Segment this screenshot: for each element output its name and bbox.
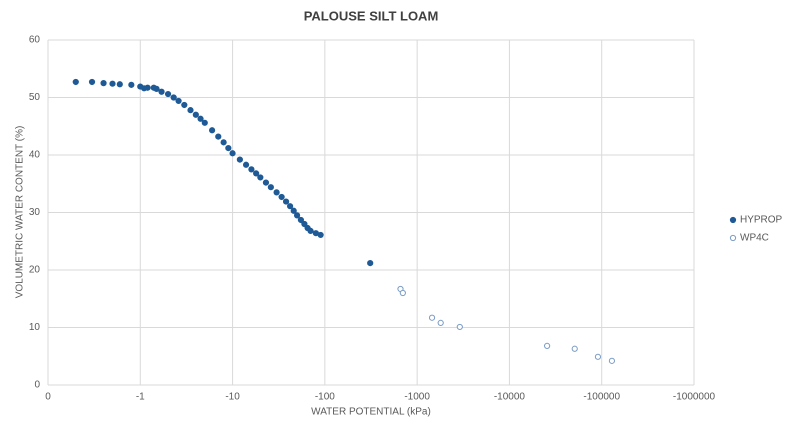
data-point [197, 115, 204, 122]
legend-marker [729, 234, 737, 242]
data-point [170, 94, 177, 101]
data-point [128, 81, 135, 88]
data-point [594, 353, 602, 360]
legend-label: WP4C [740, 233, 769, 244]
data-point [297, 216, 304, 224]
data-point [307, 227, 314, 234]
x-tick-label: -1000 [404, 392, 430, 403]
chart-title: PALOUSE SILT LOAM [304, 8, 439, 23]
x-tick-label: -10 [225, 392, 240, 403]
y-axis-title: VOLUMETRIC WATER CONTENT (%) [15, 126, 26, 299]
data-point [544, 342, 551, 349]
data-point [229, 150, 236, 157]
y-tick-label: 50 [29, 92, 41, 103]
data-point [293, 212, 301, 219]
data-point [181, 101, 188, 109]
data-point [301, 220, 308, 228]
data-point [273, 189, 280, 196]
data-point [158, 88, 165, 95]
data-point [278, 193, 285, 201]
data-point [109, 80, 116, 87]
y-tick-label: 20 [29, 265, 41, 276]
data-point [164, 90, 172, 98]
data-point [116, 81, 123, 88]
data-point [437, 319, 444, 326]
data-point [208, 127, 216, 134]
data-point [253, 170, 260, 177]
x-tick-label: 0 [45, 392, 51, 403]
x-tick-label: -100000 [583, 392, 620, 403]
legend-label: HYPROP [740, 215, 783, 226]
data-point [428, 314, 436, 321]
y-tick-label: 40 [29, 150, 41, 161]
x-tick-label: -100 [315, 392, 335, 403]
data-point [187, 107, 194, 114]
y-tick-label: 0 [34, 380, 40, 391]
data-point [215, 133, 222, 140]
data-point [608, 357, 616, 364]
data-point [153, 85, 160, 92]
data-point [267, 184, 274, 191]
data-point [317, 231, 324, 239]
data-point [225, 145, 232, 152]
legend-marker [729, 216, 737, 224]
data-point [192, 111, 199, 118]
y-tick-label: 60 [29, 35, 41, 46]
data-point [456, 323, 463, 331]
data-point [257, 174, 264, 181]
data-point [290, 207, 297, 214]
data-point [100, 80, 107, 87]
data-point [242, 161, 250, 168]
data-point [399, 289, 406, 297]
data-point [248, 166, 255, 173]
x-tick-label: -10000 [494, 392, 526, 403]
data-point [262, 179, 270, 186]
y-tick-label: 30 [29, 207, 41, 218]
data-point [88, 78, 96, 86]
x-tick-label: -1 [136, 392, 145, 403]
data-point [367, 260, 374, 267]
data-point [72, 78, 79, 86]
data-point [144, 84, 151, 91]
data-point [571, 345, 578, 352]
data-point [220, 139, 227, 146]
x-axis-title: WATER POTENTIAL (kPa) [311, 407, 431, 418]
data-point [286, 203, 294, 210]
x-tick-label: -1000000 [673, 392, 716, 403]
data-point [175, 97, 182, 105]
y-tick-label: 10 [29, 322, 41, 333]
data-point [201, 119, 208, 126]
data-point [282, 198, 290, 205]
data-point [236, 156, 243, 163]
